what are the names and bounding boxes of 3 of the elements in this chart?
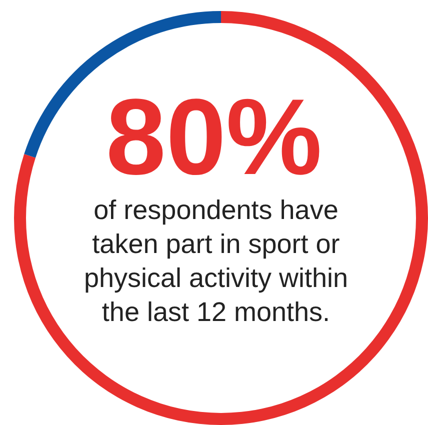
donut-slice (14, 11, 428, 425)
text: 80% (104, 76, 324, 197)
text: of respondents have taken part in sport or physical activity within the last 12 months. (82, 194, 350, 329)
